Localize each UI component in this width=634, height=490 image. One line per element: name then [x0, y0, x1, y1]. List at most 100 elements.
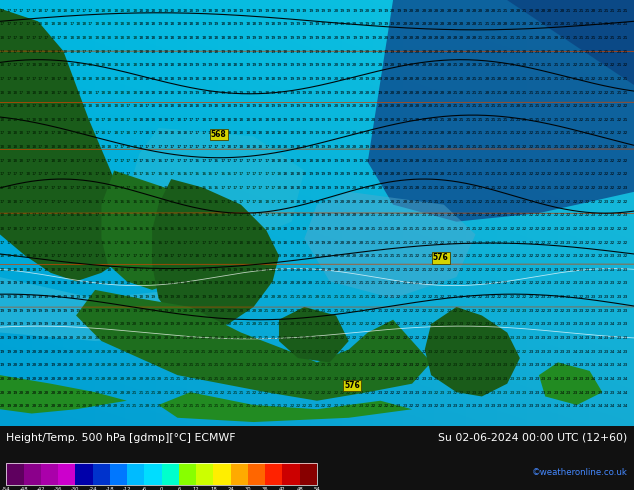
Text: 16: 16 [151, 213, 156, 217]
Text: 21: 21 [302, 377, 307, 381]
Text: 22: 22 [327, 391, 332, 394]
Text: 18: 18 [13, 118, 18, 122]
Text: 22: 22 [220, 391, 225, 394]
Text: 21: 21 [534, 77, 540, 81]
Text: 18: 18 [37, 63, 43, 67]
Text: 21: 21 [440, 213, 446, 217]
Text: 21: 21 [465, 199, 470, 204]
Text: 21: 21 [289, 295, 294, 299]
Text: 20: 20 [308, 91, 313, 95]
Text: 20: 20 [37, 364, 43, 368]
Text: 21: 21 [384, 254, 389, 258]
Text: 20: 20 [126, 350, 131, 354]
Text: 21: 21 [214, 364, 219, 368]
Text: 19: 19 [50, 322, 56, 326]
Text: 21: 21 [151, 391, 156, 394]
Text: 18: 18 [138, 36, 143, 40]
Text: 19: 19 [132, 309, 137, 313]
Text: 22: 22 [573, 213, 578, 217]
Text: 20: 20 [440, 145, 446, 149]
Text: 17: 17 [94, 131, 100, 135]
Text: 21: 21 [472, 118, 477, 122]
Text: 18: 18 [6, 254, 11, 258]
Text: 21: 21 [591, 36, 597, 40]
Text: 19: 19 [226, 9, 231, 13]
Text: 20: 20 [346, 227, 351, 231]
Text: 18: 18 [145, 63, 150, 67]
Text: 19: 19 [295, 77, 301, 81]
Text: 20: 20 [403, 23, 408, 26]
Text: 22: 22 [446, 322, 451, 326]
Text: 21: 21 [396, 199, 401, 204]
Text: 18: 18 [276, 131, 282, 135]
Text: 22: 22 [597, 91, 603, 95]
Text: 17: 17 [252, 186, 257, 190]
Text: 23: 23 [573, 336, 578, 340]
Text: 18: 18 [13, 295, 18, 299]
Text: 20: 20 [233, 295, 238, 299]
Text: 16: 16 [183, 199, 188, 204]
Text: 18: 18 [50, 281, 56, 286]
Text: 17: 17 [107, 172, 112, 176]
Text: 22: 22 [333, 404, 339, 408]
Text: 22: 22 [346, 336, 351, 340]
Text: 18: 18 [82, 104, 87, 108]
Text: 21: 21 [195, 364, 200, 368]
Text: 18: 18 [94, 9, 100, 13]
Text: 23: 23 [547, 322, 552, 326]
Text: 20: 20 [151, 350, 156, 354]
Text: 22: 22 [434, 404, 439, 408]
Text: 16: 16 [63, 186, 68, 190]
Text: 18: 18 [25, 172, 30, 176]
Text: 21: 21 [377, 281, 382, 286]
Text: 21: 21 [491, 36, 496, 40]
Text: 21: 21 [421, 254, 427, 258]
Text: 18: 18 [113, 295, 119, 299]
Text: 21: 21 [591, 104, 597, 108]
Text: 20: 20 [119, 377, 125, 381]
Text: 22: 22 [610, 241, 615, 245]
Text: 18: 18 [314, 186, 320, 190]
Text: 20: 20 [302, 281, 307, 286]
Text: 16: 16 [145, 213, 150, 217]
Text: 22: 22 [541, 281, 546, 286]
Text: 21: 21 [346, 322, 351, 326]
Text: 18: 18 [138, 23, 143, 26]
Text: 21: 21 [534, 49, 540, 53]
Text: 18: 18 [101, 63, 106, 67]
Text: 22: 22 [573, 199, 578, 204]
Text: 21: 21 [264, 336, 269, 340]
Text: 22: 22 [604, 241, 609, 245]
Text: 20: 20 [409, 77, 414, 81]
Text: 22: 22 [446, 364, 451, 368]
Text: 19: 19 [333, 145, 339, 149]
Text: 20: 20 [365, 199, 370, 204]
Text: 21: 21 [560, 104, 565, 108]
Text: 18: 18 [82, 63, 87, 67]
Text: 17: 17 [44, 199, 49, 204]
Text: 18: 18 [6, 118, 11, 122]
Text: 21: 21 [573, 49, 578, 53]
Text: 18: 18 [126, 63, 131, 67]
Text: 21: 21 [528, 104, 533, 108]
Text: 22: 22 [528, 322, 533, 326]
Text: 18: 18 [94, 63, 100, 67]
Text: 19: 19 [340, 104, 345, 108]
Text: 23: 23 [509, 377, 515, 381]
Text: 19: 19 [195, 9, 200, 13]
Text: 21: 21 [465, 118, 470, 122]
Text: 23: 23 [553, 295, 559, 299]
Text: 22: 22 [515, 186, 521, 190]
Text: 16: 16 [101, 186, 106, 190]
Text: 23: 23 [585, 377, 590, 381]
Text: 19: 19 [346, 36, 351, 40]
Text: 21: 21 [403, 227, 408, 231]
Text: 23: 23 [547, 281, 552, 286]
Text: 23: 23 [573, 309, 578, 313]
Text: 16: 16 [119, 241, 125, 245]
Text: -18: -18 [106, 487, 114, 490]
Text: 22: 22 [528, 295, 533, 299]
Text: 18: 18 [50, 91, 56, 95]
Text: 18: 18 [75, 91, 81, 95]
Text: 21: 21 [371, 295, 376, 299]
